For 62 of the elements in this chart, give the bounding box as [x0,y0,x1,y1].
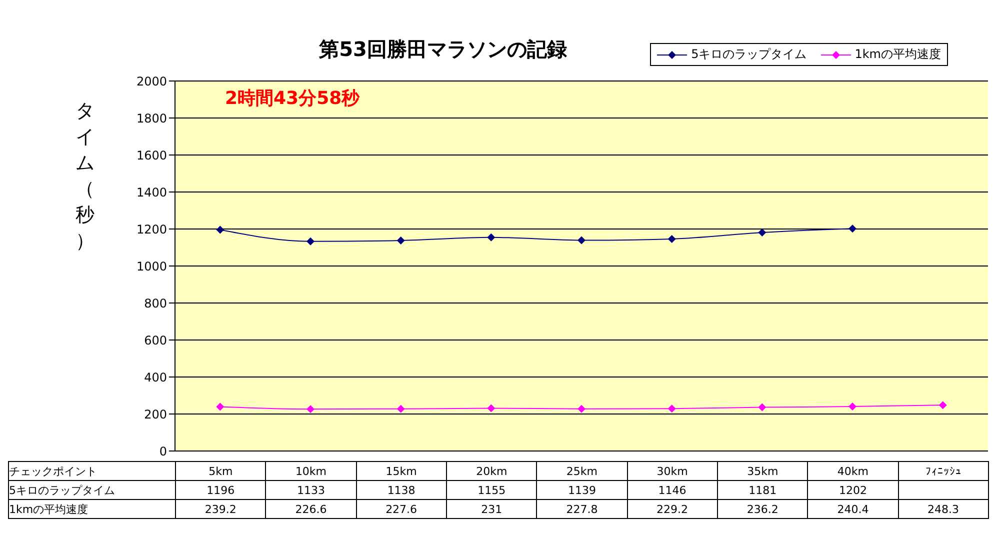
text: 1kmの平均速度 [9,502,88,516]
data-label: 236.2 [717,500,808,518]
point [758,403,766,412]
point [758,228,766,237]
legend-label: 1kmの平均速度 [854,46,941,63]
data-label: 248.3 [898,500,988,518]
point [578,404,586,413]
data-label: 229.2 [627,500,718,518]
legend-label: 5キロのラップタイム [690,46,807,63]
data-label: 1181 [717,480,808,500]
point [578,236,586,244]
point [306,405,314,414]
data-label: 227.8 [536,500,628,518]
point [306,237,314,246]
y-tick-label: 800 [144,296,167,310]
point [487,404,496,412]
x-tick-label: 30km [627,462,718,480]
point [396,404,405,413]
data-label: 1146 [627,480,718,500]
data-label: 227.6 [356,500,446,518]
data-label: 1196 [176,480,266,500]
y-tick-label: 1800 [136,111,167,126]
data-label: 1133 [266,480,356,500]
y-tick-label: 1600 [136,148,167,162]
y-tick-label: 0 [159,444,167,458]
data-label: 231 [446,500,537,518]
text: 5キロのラップタイム [9,484,115,496]
x-axis-title: チェックポイント [8,462,176,480]
point [216,226,224,234]
y-tick-label: 1200 [136,222,167,236]
point [487,233,496,242]
data-label: 1155 [446,480,537,500]
point [938,401,947,410]
y-tick-label: 2000 [136,74,167,88]
x-tick-label: 35km [717,462,808,480]
y-tick-label: 1400 [136,185,167,200]
data-label: 226.6 [266,500,356,518]
x-tick-label: ﾌｨﾆｯｼｭ [898,462,988,480]
x-tick-label: 15km [356,462,446,480]
x-tick-label: 10km [266,462,356,480]
data-label: 1139 [536,480,628,500]
point [668,234,676,243]
annotation: 2時間43分58秒 [225,87,360,110]
x-tick-label: 20km [446,462,537,480]
y-tick-label: 1000 [136,259,167,274]
x-tick-label: 40km [808,462,898,480]
point [668,404,676,413]
point [216,402,224,411]
chart-title: 第53回勝田マラソンの記録 [319,37,567,61]
y-tick-label: 200 [144,407,167,422]
data-label: 239.2 [176,500,266,518]
x-tick-label: 25km [536,462,628,480]
y-axis-title: タイム（秒） [74,99,96,254]
data-label: 240.4 [808,500,898,518]
y-tick-label: 400 [144,370,167,384]
point [848,402,856,411]
x-tick-label: 5km [176,462,266,480]
data-label: 1202 [808,480,898,500]
point [396,236,405,244]
point [848,224,856,233]
y-tick-label: 600 [144,333,167,348]
data-label: 1138 [356,480,446,500]
